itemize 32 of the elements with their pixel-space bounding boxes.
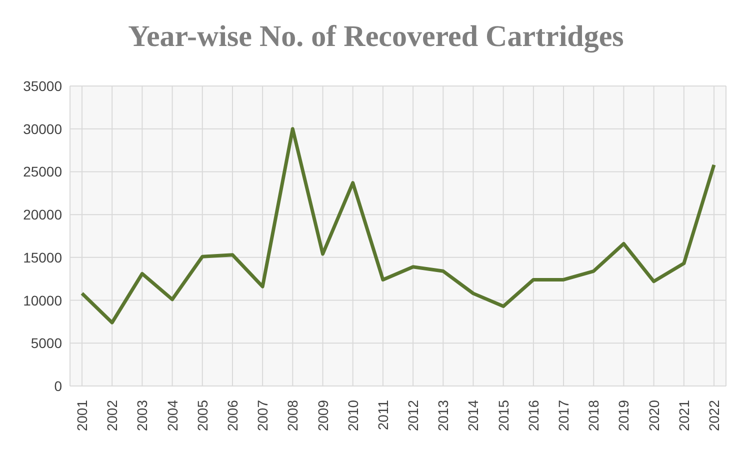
line-series — [80, 127, 716, 324]
x-tick-label: 2017 — [556, 400, 572, 432]
x-tick-label: 2014 — [465, 400, 482, 432]
x-tick-label: 2008 — [284, 400, 301, 432]
y-tick-label: 30000 — [23, 120, 62, 137]
x-tick-label: 2004 — [164, 400, 180, 432]
x-tick-label: 2020 — [646, 400, 662, 432]
y-tick-label: 35000 — [23, 78, 62, 94]
x-tick-label: 2016 — [525, 400, 542, 432]
x-tick-label: 2006 — [224, 400, 240, 432]
x-tick-label: 2002 — [104, 400, 120, 432]
x-tick-label: 2007 — [254, 400, 271, 432]
x-tick-label: 2010 — [344, 400, 361, 432]
x-tick-label: 2005 — [194, 400, 210, 432]
y-tick-label: 15000 — [23, 249, 62, 266]
y-tick-label: 10000 — [23, 292, 62, 308]
x-tick-label: 2015 — [495, 400, 512, 432]
x-tick-label: 2001 — [74, 400, 90, 432]
x-tick-label: 2003 — [134, 400, 150, 432]
x-tick-label: 2011 — [374, 400, 391, 430]
x-tick-label: 2021 — [676, 400, 692, 432]
y-tick-label: 5000 — [30, 335, 62, 352]
y-tick-label: 20000 — [23, 206, 62, 223]
chart-title: Year-wise No. of Recovered Cartridges — [127, 19, 625, 55]
x-tick-label: 2019 — [616, 400, 632, 432]
x-tick-label: 2022 — [706, 400, 722, 432]
x-tick-label: 2013 — [435, 400, 452, 432]
x-tick-label: 2012 — [405, 400, 422, 432]
x-tick-label: 2018 — [586, 400, 602, 432]
x-tick-label: 2009 — [314, 400, 331, 432]
y-tick-label: 0 — [54, 378, 62, 394]
y-tick-label: 25000 — [23, 164, 62, 180]
